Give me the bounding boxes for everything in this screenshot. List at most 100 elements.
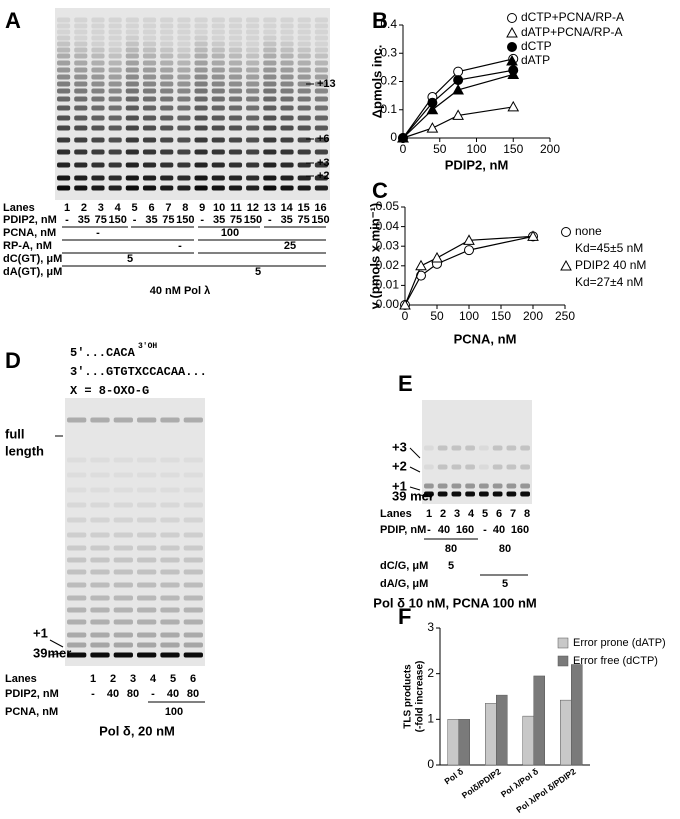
gel-band — [263, 162, 277, 168]
band-label: 39mer — [33, 645, 71, 660]
gel-band — [90, 607, 110, 613]
gel-band — [91, 67, 105, 73]
gel-band — [465, 464, 475, 470]
gel-band — [160, 35, 174, 41]
gel-band — [314, 115, 328, 121]
gel-band — [160, 47, 174, 53]
data-point — [464, 245, 474, 256]
row-cell: 100 — [221, 227, 239, 239]
gel-band — [314, 60, 328, 66]
gel-band — [137, 569, 157, 575]
gel-band — [314, 29, 328, 35]
gel-band — [263, 105, 277, 111]
gel-band — [280, 149, 294, 155]
gel-band — [437, 483, 448, 489]
gel-band — [160, 472, 180, 478]
row-label: PDIP, nM — [380, 524, 426, 536]
gel-band — [160, 595, 180, 601]
row-cell: 2 — [110, 673, 116, 685]
gel-band — [211, 105, 225, 111]
gel-band — [506, 483, 517, 489]
gel-band — [194, 115, 208, 121]
gel-band — [183, 502, 203, 508]
gel-band — [74, 162, 88, 168]
gel-band — [74, 96, 88, 102]
gel-band — [211, 88, 225, 94]
gel-band — [177, 81, 191, 87]
gel-band — [91, 175, 105, 181]
gel-band — [194, 67, 208, 73]
gel-band — [246, 88, 260, 94]
gel-band — [492, 483, 503, 489]
gel-band — [125, 105, 139, 111]
gel-band — [113, 517, 133, 523]
row-cell: 35 — [213, 214, 225, 226]
row-cell: 10 — [213, 202, 225, 214]
gel-band — [228, 175, 243, 181]
gel-band — [91, 96, 105, 102]
gel-band — [113, 502, 133, 508]
data-point — [507, 100, 520, 112]
gel-band — [142, 29, 157, 35]
gel-band — [74, 17, 88, 23]
gel-band — [74, 29, 88, 35]
gel-band — [280, 105, 294, 111]
gel-band — [211, 175, 225, 181]
gel-band — [263, 60, 277, 66]
gel-band — [108, 60, 122, 66]
gel-band — [228, 53, 243, 59]
gel-band — [74, 149, 88, 155]
gel-band — [228, 17, 243, 23]
gel-band — [125, 53, 139, 59]
gel-band — [194, 125, 208, 131]
gel-band — [314, 53, 328, 59]
gel-band — [91, 41, 105, 47]
x-tick-label: Polδ/PDIP2 — [460, 766, 503, 800]
gel-band — [314, 74, 328, 80]
data-point — [397, 131, 409, 143]
gel-band — [451, 445, 462, 451]
gel-band — [160, 17, 174, 23]
y-tick-label: 0.03 — [376, 238, 400, 252]
gel-band — [74, 105, 88, 111]
gel-band — [137, 595, 157, 601]
x-axis-label: PCNA, nM — [454, 331, 517, 346]
gel-band — [57, 105, 71, 111]
gel-band — [90, 619, 110, 625]
legend-symbol — [507, 13, 517, 23]
row-cell: 3 — [98, 202, 104, 214]
gel-band — [437, 445, 448, 451]
row-cell: 80 — [445, 543, 457, 555]
gel-band — [194, 60, 208, 66]
gel-band — [67, 652, 87, 658]
gel-band — [263, 115, 277, 121]
bar — [522, 715, 534, 766]
gel-band — [194, 162, 208, 168]
gel-band — [67, 472, 87, 478]
gel-band — [263, 149, 277, 155]
gel-band — [90, 652, 110, 658]
gel-band — [67, 582, 87, 588]
gel-band — [160, 652, 180, 658]
bar — [496, 694, 508, 766]
gel-band — [177, 88, 191, 94]
band-marker: +2 — [317, 170, 330, 182]
gel-band — [108, 125, 122, 131]
gel-band — [113, 607, 133, 613]
gel-band — [228, 185, 243, 191]
gel-band — [228, 88, 243, 94]
panel-letter: C — [372, 178, 388, 203]
legend-symbol — [506, 54, 518, 66]
gel-band — [228, 67, 243, 73]
y-tick-label: 0 — [427, 757, 434, 771]
gel-band — [183, 517, 203, 523]
gel-band — [137, 607, 157, 613]
row-label: dA/G, μM — [380, 578, 428, 590]
gel-band — [246, 115, 260, 121]
gel-band — [113, 532, 133, 538]
gel-band — [177, 17, 191, 23]
gel-band — [57, 185, 71, 191]
gel-band — [90, 472, 110, 478]
gel-band — [74, 60, 88, 66]
row-cell: 3 — [130, 673, 136, 685]
